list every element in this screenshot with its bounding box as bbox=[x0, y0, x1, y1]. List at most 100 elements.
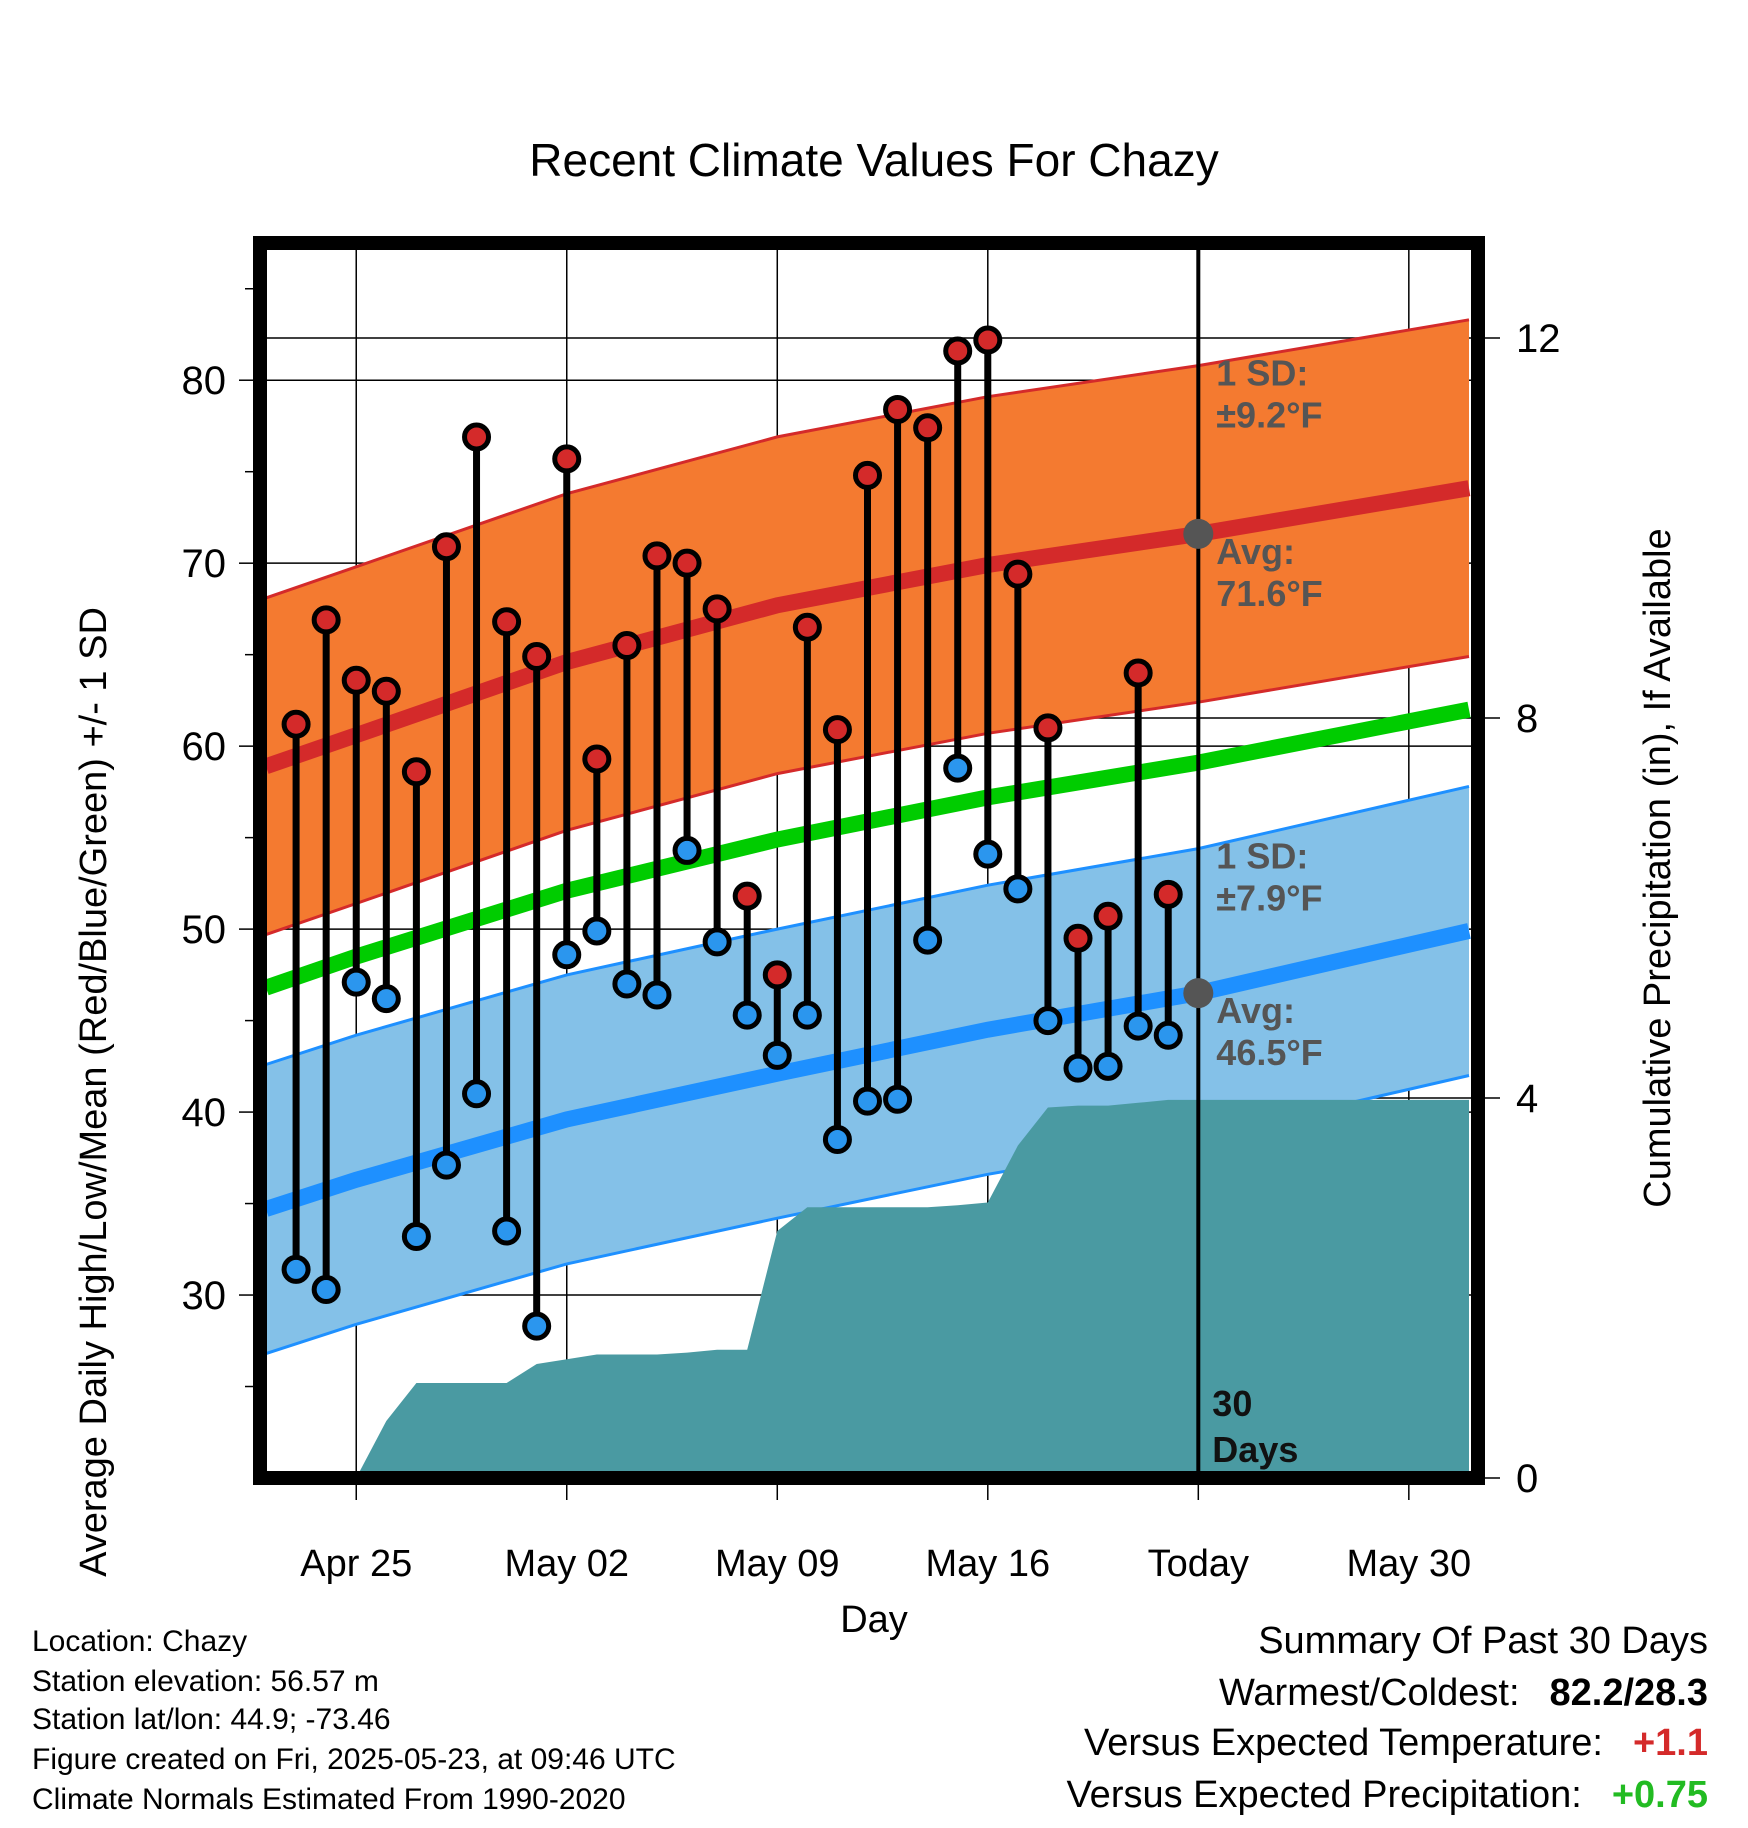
daily-low-point bbox=[1093, 1051, 1123, 1081]
daily-high-point bbox=[1063, 923, 1093, 953]
daily-high-point bbox=[792, 612, 822, 642]
info-created: Figure created on Fri, 2025-05-23, at 09… bbox=[32, 1743, 676, 1776]
daily-low-point bbox=[642, 980, 672, 1010]
daily-high-point bbox=[341, 665, 371, 695]
daily-high-point bbox=[1093, 901, 1123, 931]
y2-tick-label: 8 bbox=[1516, 697, 1538, 741]
low-avg-value: 46.5°F bbox=[1216, 1032, 1322, 1073]
daily-low-point bbox=[672, 835, 702, 865]
summary-title: Summary Of Past 30 Days bbox=[1258, 1620, 1708, 1662]
low-avg-label: Avg: bbox=[1216, 990, 1295, 1031]
daily-high-point bbox=[1123, 658, 1153, 688]
daily-high-point bbox=[401, 757, 431, 787]
summary-warmest-label: Warmest/Coldest: bbox=[1218, 1672, 1520, 1714]
daily-high-point bbox=[522, 641, 552, 671]
y2-tick-label: 12 bbox=[1516, 317, 1561, 361]
high-sd-label: 1 SD: bbox=[1216, 353, 1308, 394]
daily-high-point bbox=[642, 541, 672, 571]
y-tick-label: 80 bbox=[182, 359, 227, 403]
daily-low-point bbox=[341, 967, 371, 997]
daily-low-point bbox=[582, 916, 612, 946]
daily-high-point bbox=[612, 631, 642, 661]
daily-high-point bbox=[913, 413, 943, 443]
x-axis-label: Day bbox=[840, 1599, 908, 1641]
daily-high-point bbox=[1003, 559, 1033, 589]
plot-inner bbox=[260, 243, 1478, 1478]
low-sd-label: 1 SD: bbox=[1216, 836, 1308, 877]
daily-high-point bbox=[973, 325, 1003, 355]
x-tick-label: May 09 bbox=[715, 1543, 840, 1585]
daily-high-point bbox=[822, 715, 852, 745]
daily-low-point bbox=[281, 1254, 311, 1284]
summary-temp-label: Versus Expected Temperature: bbox=[1084, 1722, 1603, 1764]
daily-low-point bbox=[732, 1000, 762, 1030]
daily-low-point bbox=[401, 1221, 431, 1251]
summary-temp-value: +1.1 bbox=[1632, 1722, 1708, 1764]
daily-high-point bbox=[732, 881, 762, 911]
summary-warmest-value: 82.2/28.3 bbox=[1549, 1672, 1708, 1714]
summary-precip-value: +0.75 bbox=[1611, 1774, 1708, 1816]
daily-low-point bbox=[371, 984, 401, 1014]
daily-low-point bbox=[462, 1079, 492, 1109]
low-sd-value: ±7.9°F bbox=[1216, 878, 1322, 919]
daily-low-point bbox=[702, 927, 732, 957]
daily-low-point bbox=[522, 1311, 552, 1341]
today-avg-high-marker bbox=[1183, 518, 1214, 549]
high-sd-value: ±9.2°F bbox=[1216, 395, 1322, 436]
daily-low-point bbox=[311, 1275, 341, 1305]
summary-precip-label: Versus Expected Precipitation: bbox=[1066, 1774, 1582, 1816]
daily-low-point bbox=[1063, 1053, 1093, 1083]
info-normals: Climate Normals Estimated From 1990-2020 bbox=[32, 1783, 626, 1816]
daily-low-point bbox=[1033, 1006, 1063, 1036]
daily-high-point bbox=[552, 444, 582, 474]
daily-low-point bbox=[762, 1040, 792, 1070]
daily-high-point bbox=[492, 607, 522, 637]
y-tick-label: 40 bbox=[182, 1091, 227, 1135]
daily-low-point bbox=[552, 940, 582, 970]
precip-area bbox=[356, 1099, 1470, 1478]
daily-low-point bbox=[792, 1000, 822, 1030]
x-tick-label: May 16 bbox=[925, 1543, 1050, 1585]
summary-temp-row: Versus Expected Temperature: +1.1 bbox=[1084, 1722, 1708, 1765]
daily-high-point bbox=[672, 548, 702, 578]
daily-high-point bbox=[462, 422, 492, 452]
x-tick-label: May 30 bbox=[1347, 1543, 1472, 1585]
y-tick-label: 50 bbox=[182, 908, 227, 952]
high-avg-label: Avg: bbox=[1216, 531, 1295, 572]
daily-low-point bbox=[913, 925, 943, 955]
daily-high-point bbox=[943, 336, 973, 366]
daily-low-point bbox=[822, 1125, 852, 1155]
y2-tick-label: 0 bbox=[1516, 1457, 1538, 1501]
daily-high-point bbox=[281, 709, 311, 739]
y-tick-label: 60 bbox=[182, 725, 227, 769]
y-tick-label: 30 bbox=[182, 1274, 227, 1318]
daily-high-point bbox=[762, 960, 792, 990]
daily-low-point bbox=[883, 1084, 913, 1114]
chart-title: Recent Climate Values For Chazy bbox=[529, 134, 1218, 186]
daily-high-point bbox=[431, 532, 461, 562]
daily-high-point bbox=[1153, 879, 1183, 909]
daily-low-point bbox=[1003, 874, 1033, 904]
daily-low-point bbox=[1123, 1011, 1153, 1041]
today-avg-low-marker bbox=[1183, 978, 1214, 1009]
daily-low-point bbox=[852, 1086, 882, 1116]
x-tick-label: Today bbox=[1148, 1543, 1249, 1585]
daily-high-point bbox=[852, 460, 882, 490]
plot-frame bbox=[253, 236, 1485, 1485]
x-tick-label: Apr 25 bbox=[300, 1543, 412, 1585]
y2-axis-label: Cumulative Precipitation (in), If Availa… bbox=[1637, 528, 1679, 1207]
info-latlon: Station lat/lon: 44.9; -73.46 bbox=[32, 1703, 391, 1736]
y2-tick-label: 4 bbox=[1516, 1077, 1538, 1121]
daily-high-point bbox=[371, 676, 401, 706]
high-avg-value: 71.6°F bbox=[1216, 573, 1322, 614]
y-tick-label: 70 bbox=[182, 542, 227, 586]
y-axis-label: Average Daily High/Low/Mean (Red/Blue/Gr… bbox=[73, 607, 115, 1577]
daily-low-point bbox=[1153, 1020, 1183, 1050]
daily-low-point bbox=[492, 1216, 522, 1246]
daily-low-point bbox=[431, 1150, 461, 1180]
daily-low-point bbox=[973, 839, 1003, 869]
daily-high-point bbox=[1033, 713, 1063, 743]
daily-high-point bbox=[311, 605, 341, 635]
summary-precip-row: Versus Expected Precipitation: +0.75 bbox=[1066, 1774, 1708, 1817]
